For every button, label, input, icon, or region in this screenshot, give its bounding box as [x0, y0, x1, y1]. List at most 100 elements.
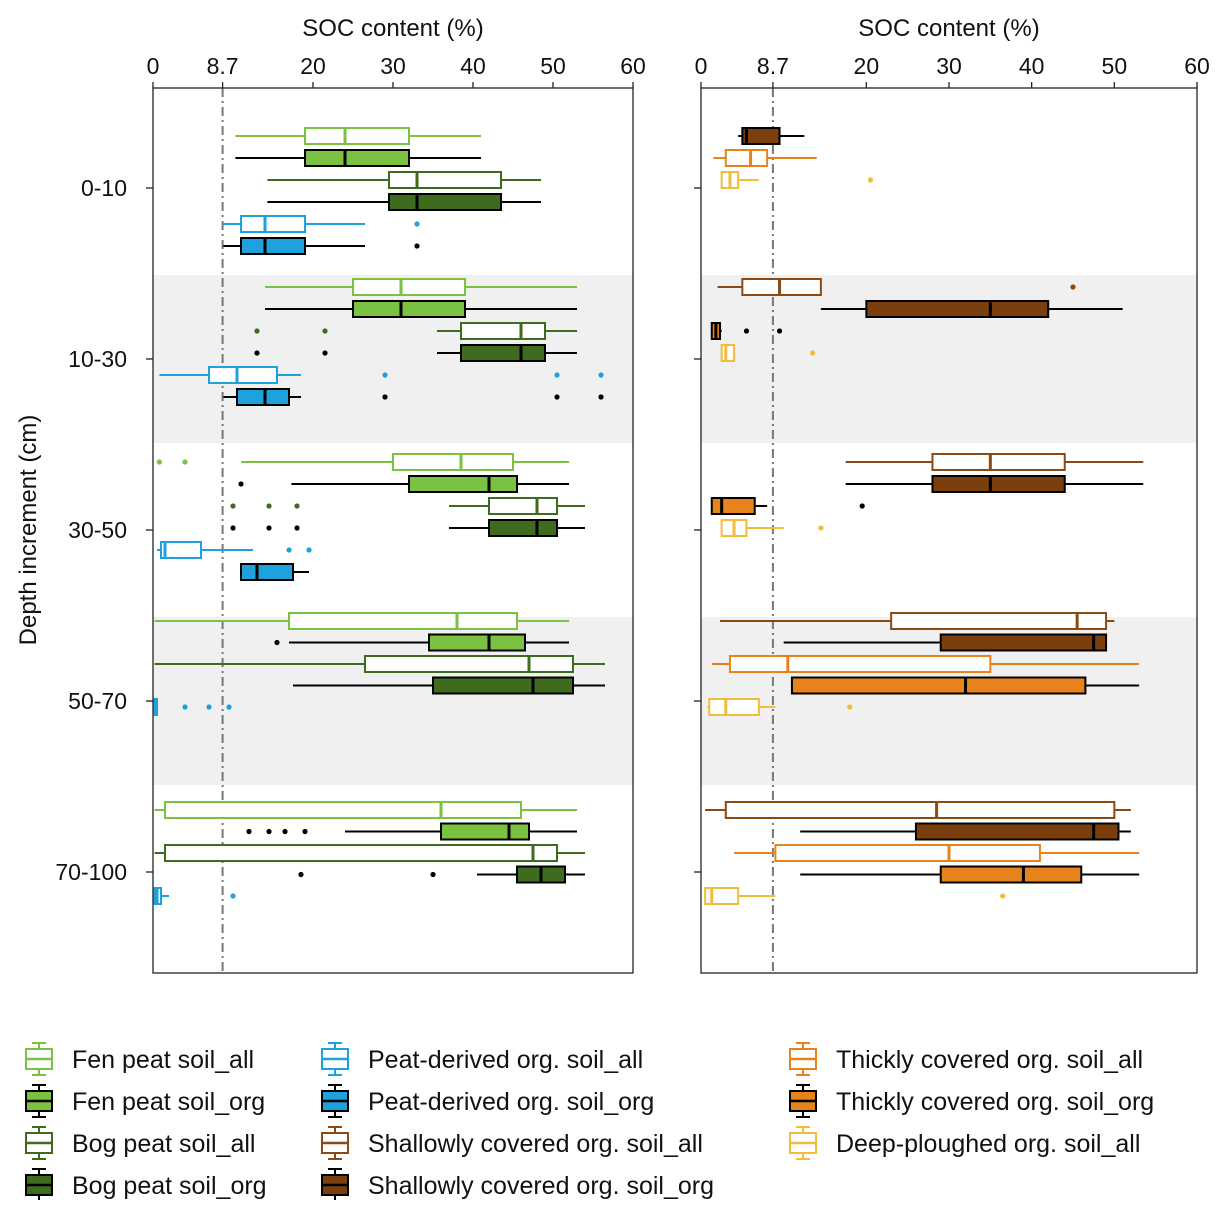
box-left-0-10-Bog-peat-soil-org: [388, 193, 502, 211]
box-left-30-50-Fen-peat-soil-all: [392, 453, 514, 471]
y-tick-label-0-10: 0-10: [81, 175, 127, 201]
x-tick-label-left-3: 30: [380, 53, 406, 79]
x-tick-label-right-5: 50: [1102, 53, 1128, 79]
box-left-30-50-Fen-peat-soil-org: [408, 475, 518, 493]
outlier-left-70-100-Fen-peat-soil-org-0: [246, 828, 252, 835]
legend-label-Thickly-covered-org-soil-org: Thickly covered org. soil_org: [836, 1088, 1154, 1116]
outlier-left-10-30-Bog-peat-soil-all-0: [254, 328, 260, 334]
x-tick-label-right-1: 8.7: [757, 53, 789, 79]
outlier-left-10-30-Peat-derived-org-soil-org-0: [382, 394, 388, 400]
outlier-left-50-70-Peat-derived-org-soil-all-2: [226, 704, 232, 710]
outlier-left-70-100-Fen-peat-soil-org-1: [266, 828, 272, 835]
x-tick-label-left-2: 20: [300, 53, 326, 79]
box-right-50-70-Deep-ploughed-org-soil-all: [708, 698, 760, 716]
y-tick-label-30-50: 30-50: [68, 517, 127, 543]
x-tick-label-left-6: 60: [620, 53, 646, 79]
box-right-30-50-Thickly-covered-org-soil-org: [710, 497, 756, 515]
box-left-30-50-Peat-derived-org-soil-org: [240, 563, 294, 581]
box-right-10-30-Shallowly-covered-org-soil-all: [741, 278, 822, 296]
outlier-left-30-50-Peat-derived-org-soil-all-0: [286, 547, 292, 553]
box-right-50-70-Shallowly-covered-org-soil-all: [890, 612, 1108, 630]
box-right-50-70-Shallowly-covered-org-soil-org: [939, 633, 1108, 652]
box-right-70-100-Thickly-covered-org-soil-org: [939, 865, 1083, 884]
box-right-0-10-Thickly-covered-org-soil-all: [724, 149, 769, 167]
outlier-left-70-100-Peat-derived-org-soil-all-0: [230, 893, 236, 899]
outlier-right-10-30-Thickly-covered-org-soil-org-1: [776, 328, 783, 334]
outlier-left-70-100-Bog-peat-soil-org-1: [430, 871, 436, 878]
y-tick-label-70-100: 70-100: [55, 859, 127, 885]
legend-label-Peat-derived-org-soil-all: Peat-derived org. soil_all: [368, 1046, 643, 1074]
outlier-left-30-50-Bog-peat-soil-all-1: [266, 503, 272, 509]
outlier-left-70-100-Bog-peat-soil-org-0: [298, 871, 304, 878]
outlier-left-30-50-Bog-peat-soil-org-2: [294, 525, 300, 531]
outlier-left-10-30-Peat-derived-org-soil-all-2: [598, 372, 604, 378]
box-left-0-10-Fen-peat-soil-org: [304, 149, 410, 167]
box-left-50-70-Bog-peat-soil-all: [364, 655, 574, 673]
outlier-right-30-50-Thickly-covered-org-soil-org-0: [859, 503, 865, 509]
outlier-left-50-70-Peat-derived-org-soil-all-0: [182, 704, 188, 710]
box-right-30-50-Shallowly-covered-org-soil-org: [931, 475, 1066, 493]
box-left-50-70-Bog-peat-soil-org: [432, 676, 574, 695]
outlier-left-70-100-Fen-peat-soil-org-3: [302, 828, 308, 835]
y-axis-title: Depth increment (cm): [15, 415, 42, 646]
outlier-left-10-30-Peat-derived-org-soil-all-1: [554, 372, 560, 378]
outlier-left-30-50-Bog-peat-soil-org-0: [230, 525, 236, 531]
box-right-70-100-Shallowly-covered-org-soil-org: [914, 822, 1120, 841]
box-right-70-100-Deep-ploughed-org-soil-all: [704, 887, 740, 905]
box-left-70-100-Bog-peat-soil-all: [164, 844, 558, 862]
legend-label-Fen-peat-soil-all: Fen peat soil_all: [72, 1046, 254, 1074]
box-right-10-30-Deep-ploughed-org-soil-all: [720, 344, 736, 362]
outlier-left-30-50-Bog-peat-soil-org-1: [266, 525, 272, 531]
x-tick-label-left-0: 0: [147, 53, 160, 79]
outlier-left-30-50-Fen-peat-soil-all-1: [182, 459, 188, 465]
outlier-right-10-30-Deep-ploughed-org-soil-all-0: [810, 350, 816, 356]
x-axis-title-right: SOC content (%): [858, 15, 1039, 42]
outlier-left-10-30-Bog-peat-soil-org-0: [254, 350, 260, 356]
panel-frame-left: [152, 87, 634, 974]
outlier-right-10-30-Thickly-covered-org-soil-org-0: [743, 328, 750, 334]
outlier-right-50-70-Deep-ploughed-org-soil-all-0: [847, 704, 853, 710]
outlier-right-0-10-Deep-ploughed-org-soil-all-0: [867, 177, 874, 183]
y-tick-label-10-30: 10-30: [68, 346, 127, 372]
outlier-left-30-50-Bog-peat-soil-all-2: [294, 503, 300, 509]
legend-label-Peat-derived-org-soil-org: Peat-derived org. soil_org: [368, 1088, 654, 1116]
box-left-50-70-Fen-peat-soil-all: [288, 612, 518, 630]
outlier-left-70-100-Fen-peat-soil-org-2: [282, 828, 288, 835]
box-left-10-30-Fen-peat-soil-org: [352, 300, 466, 318]
box-left-0-10-Peat-derived-org-soil-all: [240, 215, 306, 233]
outlier-left-0-10-Peat-derived-org-soil-all-0: [414, 221, 420, 227]
box-right-50-70-Thickly-covered-org-soil-all: [728, 655, 992, 673]
box-left-0-10-Peat-derived-org-soil-org: [240, 237, 306, 255]
y-tick-label-50-70: 50-70: [68, 688, 127, 714]
box-left-30-50-Bog-peat-soil-all: [488, 497, 558, 515]
outlier-left-30-50-Fen-peat-soil-org-0: [238, 481, 244, 487]
x-tick-label-right-3: 30: [936, 53, 962, 79]
outlier-left-50-70-Peat-derived-org-soil-all-1: [206, 704, 212, 710]
box-left-30-50-Peat-derived-org-soil-all: [160, 541, 202, 559]
outlier-left-10-30-Peat-derived-org-soil-org-1: [554, 394, 560, 400]
legend-label-Thickly-covered-org-soil-all: Thickly covered org. soil_all: [836, 1046, 1143, 1074]
x-tick-label-left-4: 40: [460, 53, 486, 79]
outlier-left-50-70-Fen-peat-soil-org-0: [274, 639, 280, 646]
legend-label-Shallowly-covered-org-soil-org: Shallowly covered org. soil_org: [368, 1172, 714, 1200]
box-left-10-30-Peat-derived-org-soil-org: [236, 388, 290, 406]
x-tick-label-right-2: 20: [854, 53, 880, 79]
box-right-70-100-Shallowly-covered-org-soil-all: [724, 801, 1116, 819]
box-left-10-30-Fen-peat-soil-all: [352, 278, 466, 296]
box-right-50-70-Thickly-covered-org-soil-org: [790, 676, 1087, 695]
box-right-30-50-Shallowly-covered-org-soil-all: [931, 453, 1066, 471]
outlier-left-10-30-Bog-peat-soil-org-1: [322, 350, 328, 356]
box-right-10-30-Shallowly-covered-org-soil-org: [865, 300, 1050, 318]
x-tick-label-right-6: 60: [1184, 53, 1210, 79]
legend-label-Bog-peat-soil-org: Bog peat soil_org: [72, 1172, 267, 1200]
legend-label-Deep-ploughed-org-soil-all: Deep-ploughed org. soil_all: [836, 1130, 1140, 1158]
box-left-50-70-Fen-peat-soil-org: [428, 633, 526, 652]
box-left-0-10-Bog-peat-soil-all: [388, 171, 502, 189]
outlier-left-30-50-Peat-derived-org-soil-all-1: [306, 547, 312, 553]
box-left-10-30-Bog-peat-soil-all: [460, 322, 546, 340]
box-right-70-100-Thickly-covered-org-soil-all: [774, 844, 1041, 862]
box-left-30-50-Bog-peat-soil-org: [488, 519, 558, 537]
x-tick-label-left-1: 8.7: [207, 53, 239, 79]
